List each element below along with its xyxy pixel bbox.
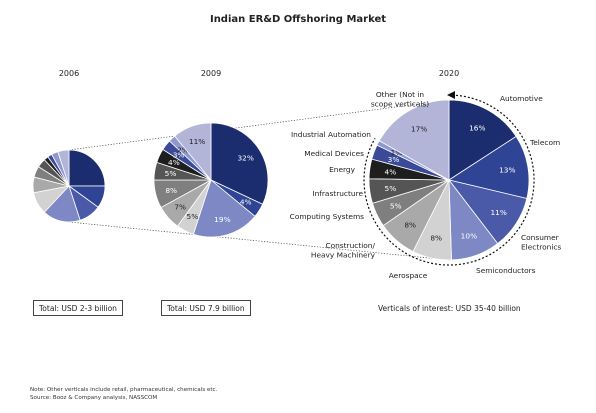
verticals-arc xyxy=(363,94,535,266)
pct-label-2020-automotive: 16% xyxy=(469,124,485,133)
category-label-other-not-in-scope-verticals: Other (Not in scope verticals) xyxy=(371,90,429,109)
pct-label-2020-medical-devices: 3% xyxy=(388,155,400,164)
pct-label-2020-telecom: 13% xyxy=(499,166,515,175)
total-2009: Total: USD 7.9 billion xyxy=(161,300,251,316)
connector-lines xyxy=(68,99,450,261)
pct-label-2020-other-not-in-scope-verticals: 17% xyxy=(411,125,427,134)
category-label-industrial-automation: Industrial Automation xyxy=(291,130,371,139)
slice-2020-telecom xyxy=(447,135,530,199)
verticals-arc-arrowhead xyxy=(447,91,455,99)
pie-2020: 16% 13% 11% 10% 8% 8% 5% 5% 4% 3%1% 17% xyxy=(368,99,530,261)
slice-2006-automotive xyxy=(68,149,106,187)
pct-label-2009-energy: 4% xyxy=(168,158,180,167)
slice-2006-other-not-in-scope-verticals xyxy=(57,149,70,187)
category-label-medical-devices: Medical Devices xyxy=(304,149,364,158)
category-label-infrastructure: Infrastructure xyxy=(312,189,363,198)
pct-label-2009-automotive: 32% xyxy=(237,154,253,163)
slice-2020-other-not-in-scope-verticals xyxy=(378,99,450,181)
category-label-semiconductors: Semiconductors xyxy=(476,266,536,275)
category-label-energy: Energy xyxy=(329,165,356,174)
category-label-consumer-electronics: Consumer Electronics xyxy=(521,233,561,252)
connector-bottom xyxy=(68,221,450,261)
pct-label-2009-other: 11% xyxy=(189,137,205,146)
connector-top xyxy=(68,99,450,151)
pct-label-2020-construction-heavy-machinery: 8% xyxy=(404,220,416,229)
pct-label-2009-construction-heavy-machinery: 7% xyxy=(174,203,186,212)
category-label-telecom: Telecom xyxy=(529,138,560,147)
category-label-automotive: Automotive xyxy=(500,94,543,103)
pies-group: 200632%4%19%5%7%8%5%4%3%2%11%200916%13%1… xyxy=(32,69,530,261)
pct-label-2020-infrastructure: 5% xyxy=(385,184,397,193)
year-label-2009: 2009 xyxy=(201,69,221,78)
slice-2020-automotive xyxy=(448,99,517,181)
pct-label-2009-telecom: 4% xyxy=(240,198,252,207)
pct-label-2009-industrial-automation: 2% xyxy=(177,146,189,155)
chart-title: Indian ER&D Offshoring Market xyxy=(210,14,386,25)
pct-label-2009-aerospace: 5% xyxy=(187,212,199,221)
slice-2009-semiconductors xyxy=(192,179,256,238)
pct-label-2020-consumer-electronics: 11% xyxy=(490,208,506,217)
pct-label-2020-industrial-automation: 1% xyxy=(391,148,403,157)
pct-label-2009-medical-devices: 3% xyxy=(173,150,185,159)
total-2006: Total: USD 2-3 billion xyxy=(33,300,123,316)
source-note: Source: Booz & Company analysis, NASSCOM xyxy=(30,395,158,401)
footnote: Note: Other verticals include retail, ph… xyxy=(30,387,218,393)
category-label-construction-heavy-machinery: Construction/Heavy Machinery xyxy=(311,241,376,260)
pie-2006 xyxy=(32,149,106,223)
year-label-2006: 2006 xyxy=(59,69,79,78)
slice-2009-other xyxy=(174,122,212,182)
year-label-2020: 2020 xyxy=(439,69,459,78)
category-label-aerospace: Aerospace xyxy=(389,271,428,280)
pie-2009: 32%4%19%5%7%8%5%4%3%2%11% xyxy=(153,122,269,238)
pct-label-2020-computing-systems: 5% xyxy=(390,201,402,210)
pct-label-2009-infrastructure: 5% xyxy=(165,169,177,178)
category-labels-2020: Automotive Telecom Consumer Electronics Semi… xyxy=(290,90,562,280)
pct-label-2009-semiconductors: 19% xyxy=(214,215,230,224)
pct-label-2020-aerospace: 8% xyxy=(430,233,442,242)
pct-label-2009-computing-systems: 8% xyxy=(165,186,177,195)
pct-label-2020-semiconductors: 10% xyxy=(461,231,477,240)
slice-2009-automotive xyxy=(210,122,269,205)
category-label-computing-systems: Computing Systems xyxy=(290,212,364,221)
total-2020: Verticals of interest: USD 35-40 billion xyxy=(378,304,521,313)
pct-label-2020-energy: 4% xyxy=(385,167,397,176)
